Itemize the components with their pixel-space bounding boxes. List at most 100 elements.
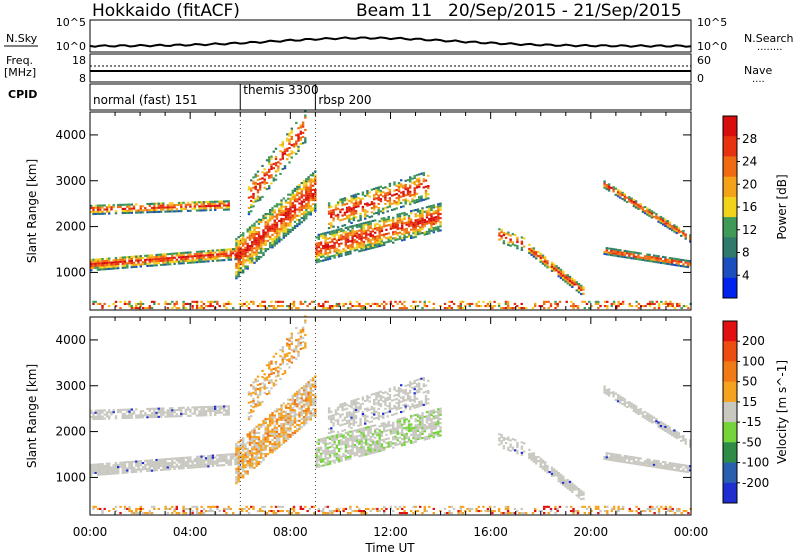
echo-cell [110, 413, 113, 416]
echo-cell [348, 210, 351, 213]
echo-cell [430, 432, 433, 435]
echo-cell [277, 300, 280, 303]
echo-cell [301, 347, 305, 350]
echo-cell [341, 405, 344, 408]
echo-cell [346, 228, 350, 231]
echo-cell [296, 403, 299, 406]
echo-cell [682, 232, 685, 235]
echo-cell [423, 219, 426, 222]
echo-cell [415, 184, 419, 187]
echo-cell [409, 203, 412, 206]
echo-cell [259, 393, 262, 396]
echo-cell [392, 436, 395, 439]
echo-cell [289, 423, 292, 426]
echo-cell [657, 220, 660, 223]
echo-cell [159, 208, 163, 211]
echo-cell [388, 199, 392, 202]
echo-cell [281, 145, 284, 148]
echo-cell [137, 307, 140, 310]
echo-cell [287, 210, 290, 213]
echo-cell [307, 196, 310, 199]
echo-cell [315, 244, 318, 247]
echo-cell [286, 158, 289, 161]
echo-cell [198, 414, 201, 417]
echo-cell [253, 442, 256, 445]
echo-cell [365, 236, 368, 239]
echo-cell [155, 413, 158, 416]
echo-cell [207, 256, 210, 259]
echo-cell [402, 192, 405, 195]
echo-cell [117, 408, 120, 411]
echo-cell [139, 257, 142, 260]
echo-cell [369, 241, 372, 244]
echo-cell [266, 221, 270, 224]
echo-cell [340, 236, 343, 239]
echo-cell [279, 144, 282, 147]
echo-cell [387, 420, 390, 423]
echo-cell [326, 243, 329, 246]
colorbar-segment [723, 176, 737, 198]
echo-cell [304, 321, 307, 324]
echo-cell [357, 192, 360, 195]
echo-cell [271, 443, 274, 446]
echo-cell [403, 222, 406, 225]
echo-cell [220, 206, 224, 209]
echo-cell [300, 204, 303, 207]
echo-cell [344, 231, 348, 234]
echo-cell [296, 395, 299, 398]
echo-cell [168, 208, 172, 211]
echo-cell [175, 252, 178, 255]
echo-cell [277, 167, 280, 170]
echo-cell [621, 300, 625, 303]
echo-cell [641, 258, 645, 261]
echo-cell [287, 417, 290, 420]
echo-cell [337, 454, 341, 457]
echo-cell [123, 408, 127, 411]
echo-cell [132, 410, 136, 413]
echo-cell [239, 472, 243, 475]
echo-cell [157, 462, 160, 465]
echo-cell [184, 462, 188, 465]
echo-cell [500, 237, 503, 240]
echo-cell [137, 209, 140, 212]
echo-cell [328, 460, 332, 463]
echo-cell [253, 241, 256, 244]
echo-cell [424, 193, 428, 196]
echo-cell [361, 191, 365, 194]
echo-cell [300, 405, 303, 408]
echo-cell [96, 417, 100, 420]
echo-cell [659, 259, 663, 262]
echo-cell [488, 300, 492, 303]
echo-cell [186, 261, 190, 264]
echo-cell [293, 204, 297, 207]
echo-cell [110, 267, 113, 270]
echo-cell [421, 209, 424, 212]
echo-cell [216, 300, 219, 303]
colorbar-tick-label: 24 [742, 155, 757, 169]
echo-cell [242, 445, 245, 448]
echo-cell [164, 261, 167, 264]
echo-cell [293, 212, 297, 215]
echo-cell [319, 452, 323, 455]
echo-cell [235, 461, 238, 464]
echo-cell [271, 418, 274, 421]
echo-cell [314, 176, 317, 179]
echo-cell [614, 254, 617, 257]
echo-cell [290, 156, 293, 159]
echo-cell [299, 331, 302, 334]
echo-cell [412, 426, 415, 429]
echo-cell [261, 181, 264, 184]
echo-cell [256, 404, 260, 407]
echo-cell [282, 209, 285, 212]
echo-cell [498, 238, 501, 241]
echo-cell [333, 250, 336, 253]
echo-cell [130, 266, 133, 269]
echo-cell [289, 224, 292, 227]
echo-cell [360, 452, 363, 455]
echo-cell [566, 274, 569, 277]
echo-cell [291, 189, 294, 192]
echo-cell [155, 260, 158, 263]
echo-cell [588, 300, 591, 303]
echo-cell [139, 410, 142, 413]
echo-cell [582, 286, 585, 289]
